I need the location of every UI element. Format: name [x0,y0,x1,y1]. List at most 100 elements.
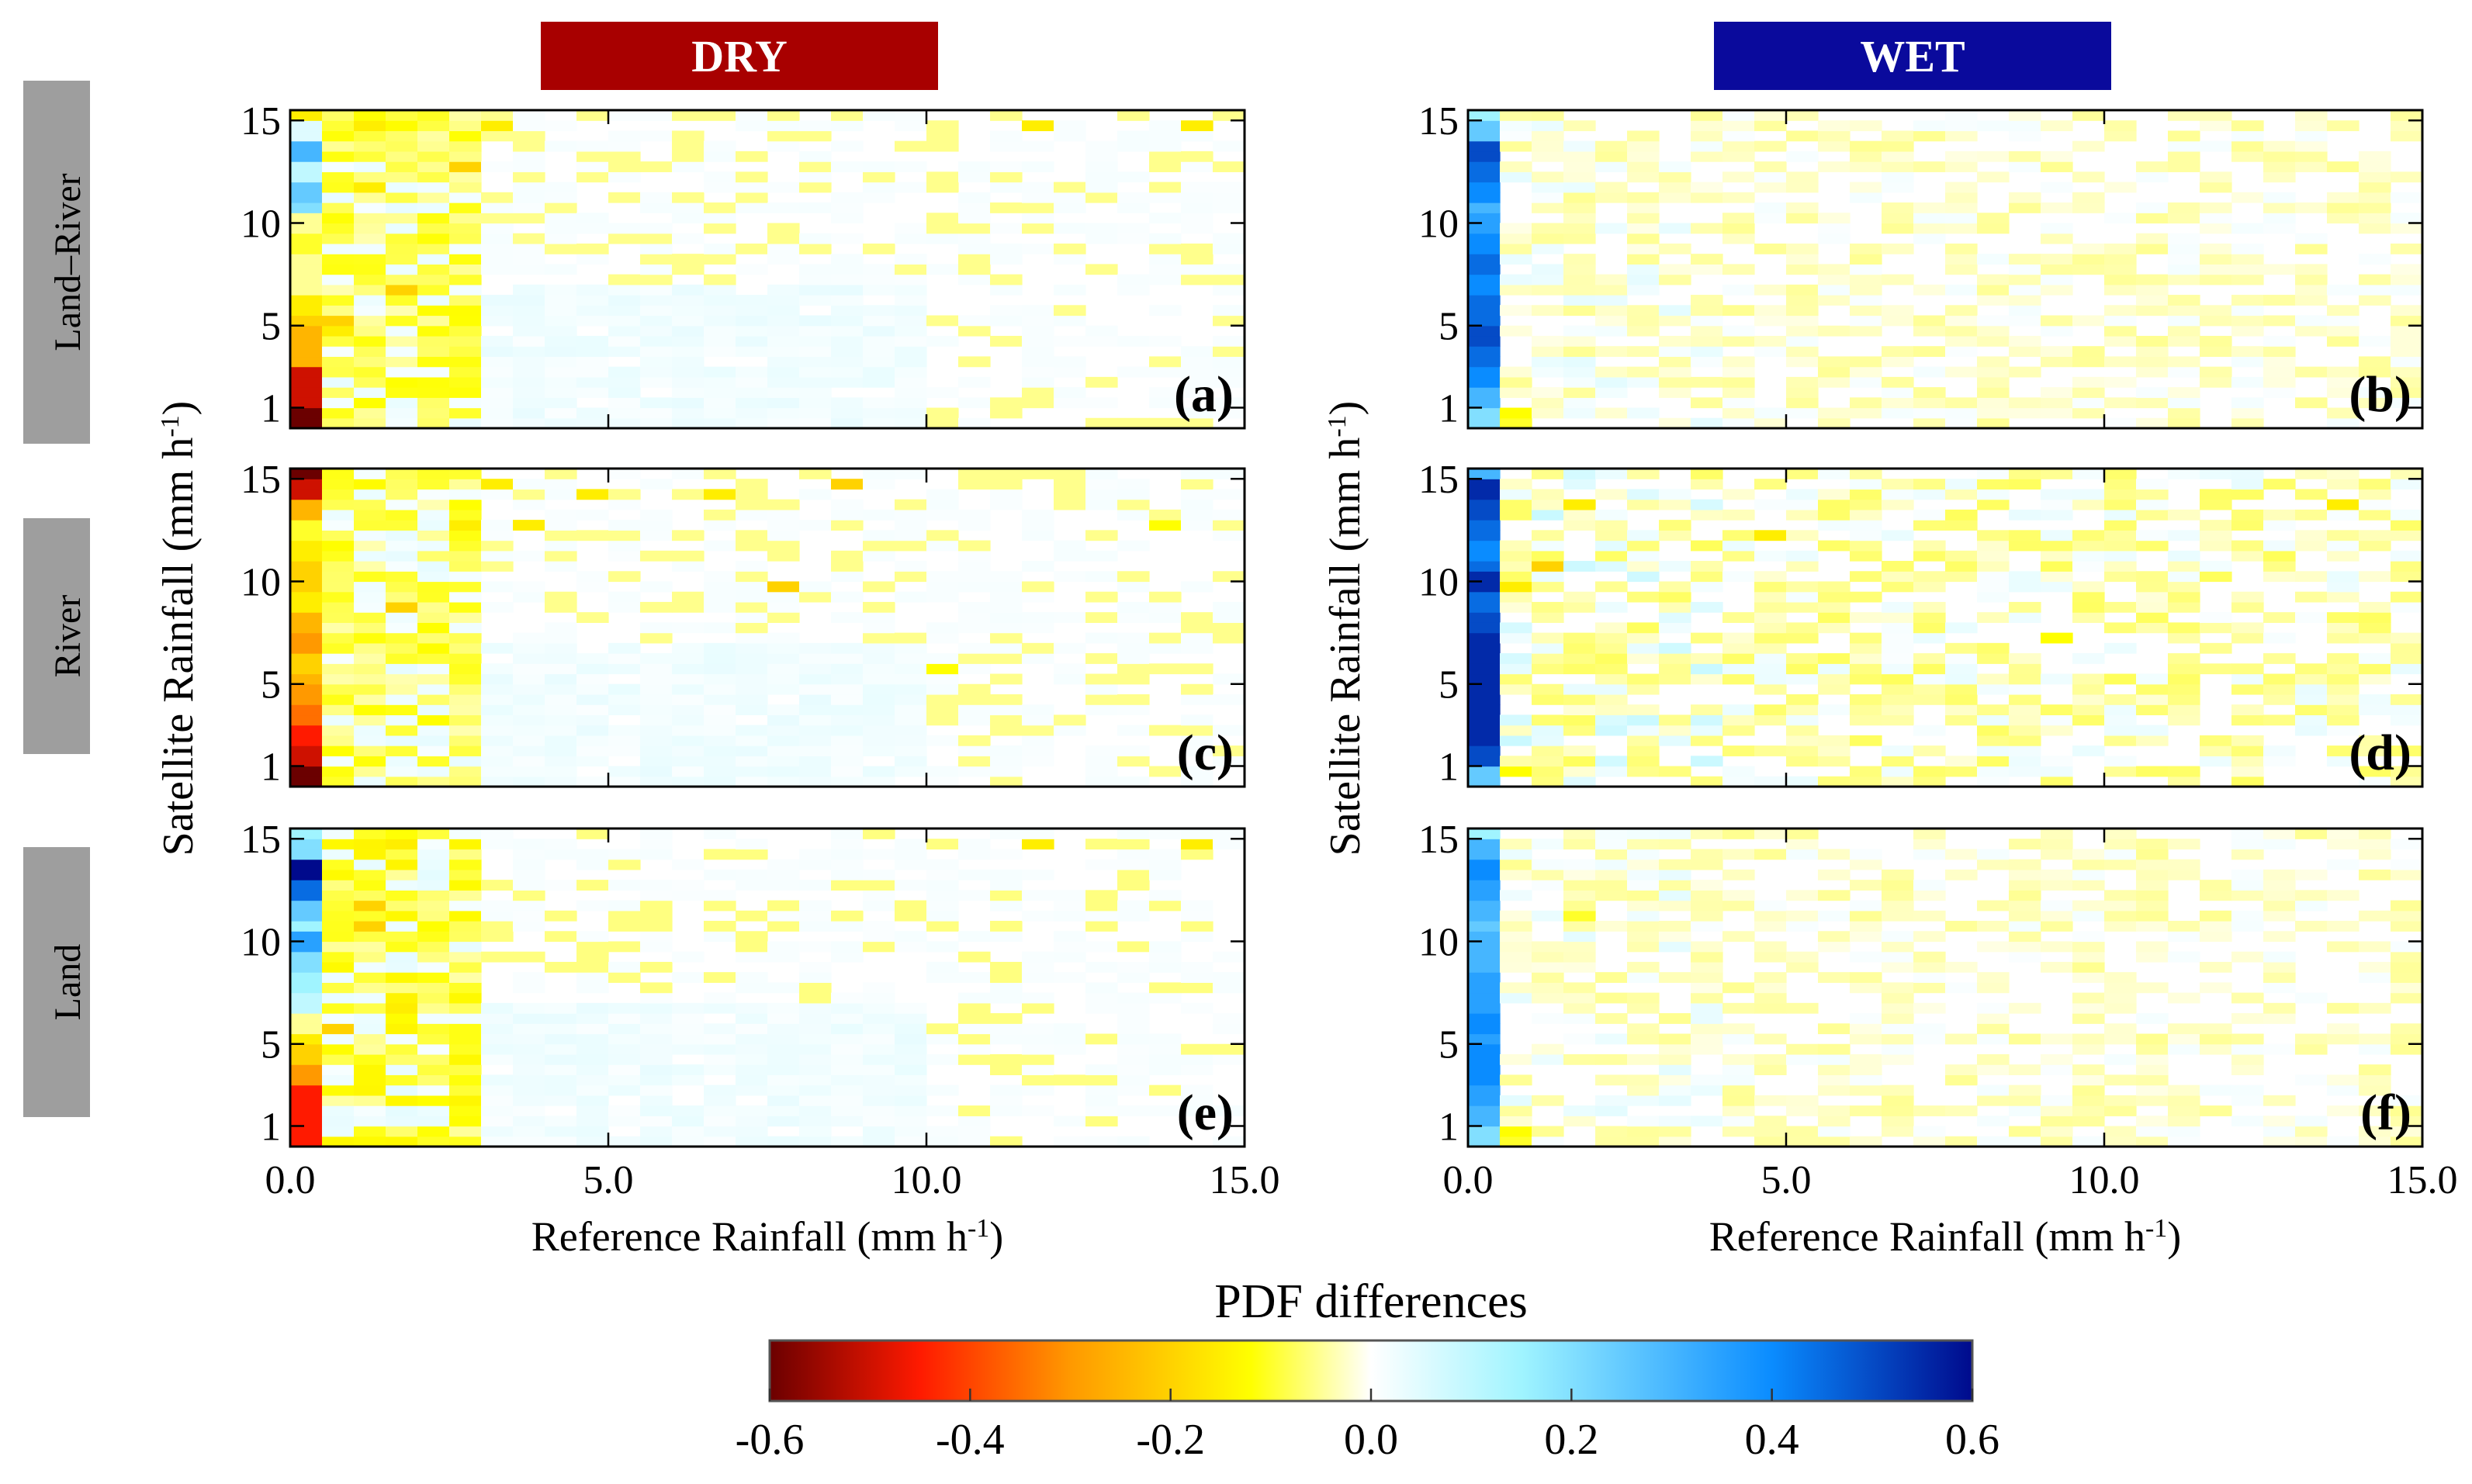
heatmap-cell [1532,756,1564,767]
heatmap-cell [417,951,450,963]
heatmap-cell [1977,315,2010,327]
heatmap-cell [545,673,577,685]
heatmap-cell [2200,202,2232,213]
heatmap-cell [1468,520,1501,531]
heatmap-cell [895,520,927,531]
heatmap-cell [863,663,895,675]
heatmap-cell [2231,756,2264,767]
heatmap-cell [831,140,864,152]
heatmap-cell [672,530,705,541]
heatmap-cell [1054,725,1086,736]
heatmap-cell [481,1002,514,1014]
heatmap-cell [1627,766,1660,777]
heatmap-cell [1532,869,1564,880]
heatmap-cell [417,1053,450,1065]
heatmap-cell [1691,417,1723,429]
heatmap-cell [1691,571,1723,583]
heatmap-cell [354,223,386,234]
column-header-label: WET [1860,31,1965,81]
heatmap-cell [1500,725,1532,736]
heatmap-cell [2009,530,2041,541]
heatmap-cell [2168,766,2200,777]
heatmap-cell [449,828,482,839]
heatmap-cell [2168,1084,2200,1096]
heatmap-cell [1595,550,1628,562]
heatmap-cell [1468,632,1501,644]
heatmap-cell [417,601,450,613]
heatmap-cell [545,601,577,613]
heatmap-cell [1532,1013,1564,1024]
heatmap-cell [513,756,545,767]
heatmap-cell [545,1084,577,1096]
heatmap-cell [2009,509,2041,521]
heatmap-cell [1117,745,1150,756]
heatmap-cell [545,683,577,695]
heatmap-cell [1850,499,1882,510]
heatmap-cell [1468,284,1501,296]
heatmap-cell [2168,663,2200,675]
heatmap-cell [1532,182,1564,193]
heatmap-cell [386,601,418,613]
heatmap-cell [1468,1064,1501,1076]
heatmap-cell [322,1023,355,1035]
heatmap-cell [2168,931,2200,943]
heatmap-cell [1532,305,1564,317]
heatmap-cell [704,1116,736,1127]
heatmap-cell [1563,1002,1596,1014]
heatmap-cell [1563,387,1596,398]
heatmap-cell [608,387,641,398]
heatmap-cell [1945,192,1978,203]
x-axis-title: Reference Rainfall (mm h-1) [531,1213,1004,1260]
heatmap-cell [2231,869,2264,880]
heatmap-cell [545,550,577,562]
heatmap-cell [290,110,323,121]
heatmap-cell [1913,745,1946,756]
heatmap-cell [640,1084,673,1096]
heatmap-cell [672,140,705,152]
heatmap-cell [704,469,736,479]
heatmap-cell [1117,776,1150,787]
heatmap-cell [513,120,545,132]
heatmap-cell [672,972,705,983]
heatmap-cell [2168,233,2200,244]
heatmap-cell [926,264,959,275]
heatmap-cell [290,376,323,388]
heatmap-cell [417,335,450,347]
heatmap-cell [2391,171,2423,183]
heatmap-cell [1595,828,1628,839]
heatmap-cell [354,1105,386,1116]
heatmap-cell [1022,704,1054,716]
heatmap-cell [672,1023,705,1035]
heatmap-cell [1913,663,1946,675]
heatmap-cell [736,540,768,552]
heatmap-cell [640,346,673,358]
heatmap-cell [1149,1043,1182,1055]
heatmap-cell [672,264,705,275]
heatmap-cell [1532,192,1564,203]
heatmap-cell [1913,982,1946,994]
heatmap-cell [1722,704,1755,716]
heatmap-cell [449,346,482,358]
heatmap-cell [576,673,609,685]
heatmap-cell [1054,489,1086,500]
heatmap-cell [2263,356,2296,368]
heatmap-cell [545,417,577,429]
heatmap-cell [2200,140,2232,152]
heatmap-cell [990,1033,1023,1045]
heatmap-cell [990,274,1023,285]
heatmap-cell [513,1105,545,1116]
heatmap-cell [481,479,514,490]
heatmap-cell [1786,284,1819,296]
heatmap-cell [958,869,991,880]
heatmap-cell [449,550,482,562]
heatmap-cell [2359,1033,2391,1045]
heatmap-cell [1977,972,2010,983]
heatmap-cell [417,356,450,368]
heatmap-cell [1691,110,1723,121]
heatmap-cell [1022,161,1054,172]
heatmap-cell [1754,714,1787,726]
heatmap-cell [2327,509,2359,521]
heatmap-cell [1213,335,1245,347]
heatmap-cell [2200,561,2232,572]
heatmap-cell [322,910,355,922]
